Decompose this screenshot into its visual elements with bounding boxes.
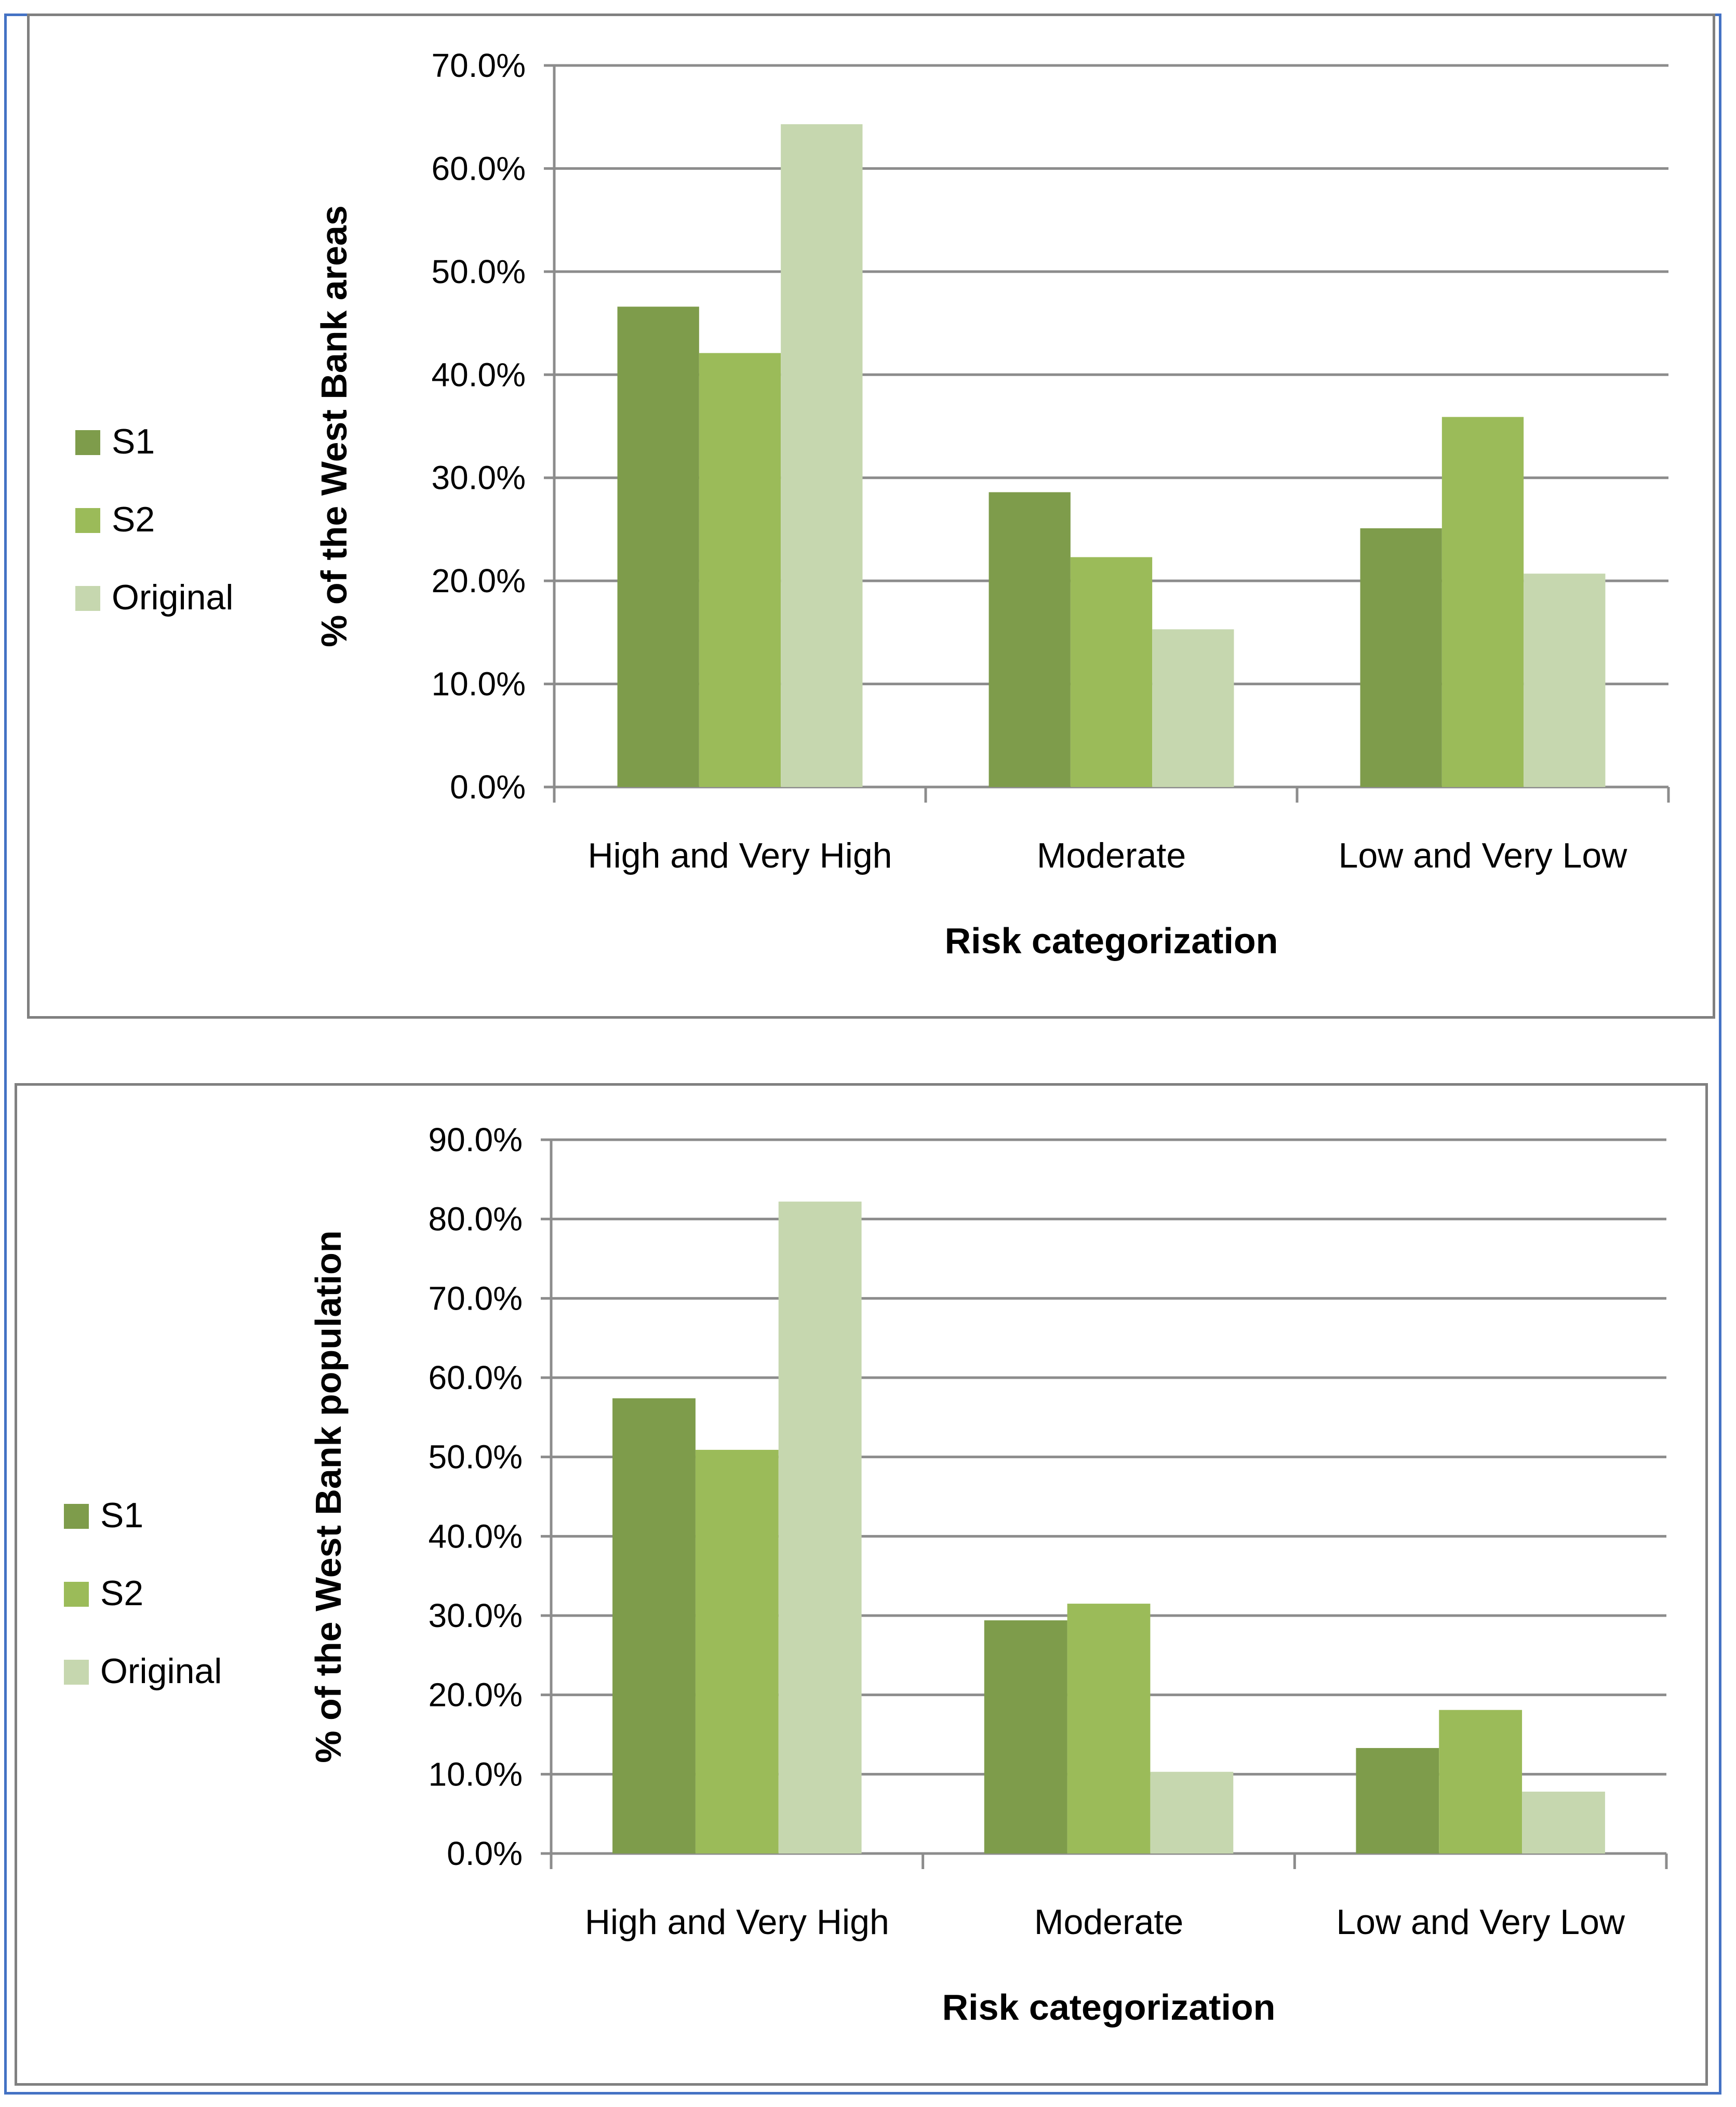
x-tick-label: High and Very High [588, 836, 892, 875]
y-tick-label: 90.0% [429, 1121, 523, 1158]
bar-original-3 [1522, 1791, 1605, 1853]
y-tick-label: 50.0% [429, 1438, 523, 1476]
bar-original-2 [1152, 629, 1234, 787]
x-tick-label: Low and Very Low [1339, 836, 1628, 875]
x-axis-title: Risk categorization [942, 1987, 1276, 2028]
y-tick-label: 20.0% [429, 1676, 523, 1714]
y-tick-label: 70.0% [432, 47, 526, 84]
bar-original-3 [1524, 574, 1606, 787]
bar-s2-2 [1067, 1604, 1151, 1853]
chart-population-panel: 0.0% 10.0% 20.0% 30.0% 40.0% 50.0% 60.0% 70.0% 8… [15, 1083, 1708, 2086]
bar-original-1 [778, 1202, 862, 1853]
y-tick-label: 60.0% [432, 150, 526, 187]
y-tick-label: 10.0% [432, 665, 526, 703]
bar-s2-3 [1441, 417, 1524, 787]
bar-s2-1 [695, 1449, 779, 1853]
y-axis-title: % of the West Bank areas [314, 205, 354, 647]
y-tick-label: 70.0% [429, 1279, 523, 1317]
y-tick-label: 40.0% [429, 1517, 523, 1555]
y-tick-label: 20.0% [432, 562, 526, 599]
y-tick-label: 40.0% [432, 356, 526, 393]
bar-original-1 [781, 124, 863, 788]
x-tick-label: Moderate [1034, 1902, 1183, 1942]
legend-label-s2: S2 [100, 1573, 143, 1613]
y-axis-title: % of the West Bank population [308, 1230, 349, 1763]
legend-label-s2: S2 [112, 500, 155, 539]
legend-label-s1: S1 [100, 1496, 143, 1535]
x-axis-title: Risk categorization [945, 921, 1278, 961]
bar-s2-2 [1070, 557, 1153, 787]
x-tick-label: Low and Very Low [1336, 1902, 1625, 1942]
y-tick-label: 80.0% [429, 1201, 523, 1238]
y-tick-label: 30.0% [429, 1597, 523, 1634]
y-tick-label: 10.0% [429, 1755, 523, 1793]
legend-label-original: Original [112, 578, 233, 617]
y-tick-label: 50.0% [432, 253, 526, 290]
x-tick-label: High and Very High [585, 1902, 889, 1942]
legend-swatch-s2 [64, 1582, 89, 1607]
legend-swatch-original [75, 586, 100, 611]
y-tick-label: 60.0% [429, 1359, 523, 1396]
chart-areas: 0.0% 10.0% 20.0% 30.0% 40.0% 50.0% 60.0% 70.0% H… [75, 47, 1670, 961]
y-tick-label: 0.0% [447, 1835, 523, 1872]
bar-s1-1 [617, 306, 699, 787]
legend-label-s1: S1 [112, 422, 155, 461]
legend-label-original: Original [100, 1651, 222, 1691]
chart-population: 0.0% 10.0% 20.0% 30.0% 40.0% 50.0% 60.0% 70.0% 8… [64, 1121, 1668, 2028]
legend-swatch-original [64, 1660, 89, 1685]
x-tick-label: Moderate [1037, 836, 1186, 875]
bar-s1-2 [984, 1620, 1067, 1853]
bar-s1-3 [1356, 1748, 1439, 1853]
legend-swatch-s1 [75, 430, 100, 455]
legend-swatch-s2 [75, 508, 100, 533]
bar-s2-1 [699, 353, 781, 787]
chart-area-panel: 0.0% 10.0% 20.0% 30.0% 40.0% 50.0% 60.0% 70.0% H… [27, 14, 1715, 1019]
y-tick-label: 30.0% [432, 459, 526, 497]
bar-s1-2 [989, 492, 1071, 787]
bar-original-2 [1150, 1771, 1234, 1853]
bar-s1-1 [612, 1398, 696, 1853]
y-tick-label: 0.0% [450, 768, 526, 806]
bar-s2-3 [1439, 1710, 1523, 1853]
bar-s1-3 [1360, 528, 1442, 787]
legend-swatch-s1 [64, 1504, 89, 1529]
